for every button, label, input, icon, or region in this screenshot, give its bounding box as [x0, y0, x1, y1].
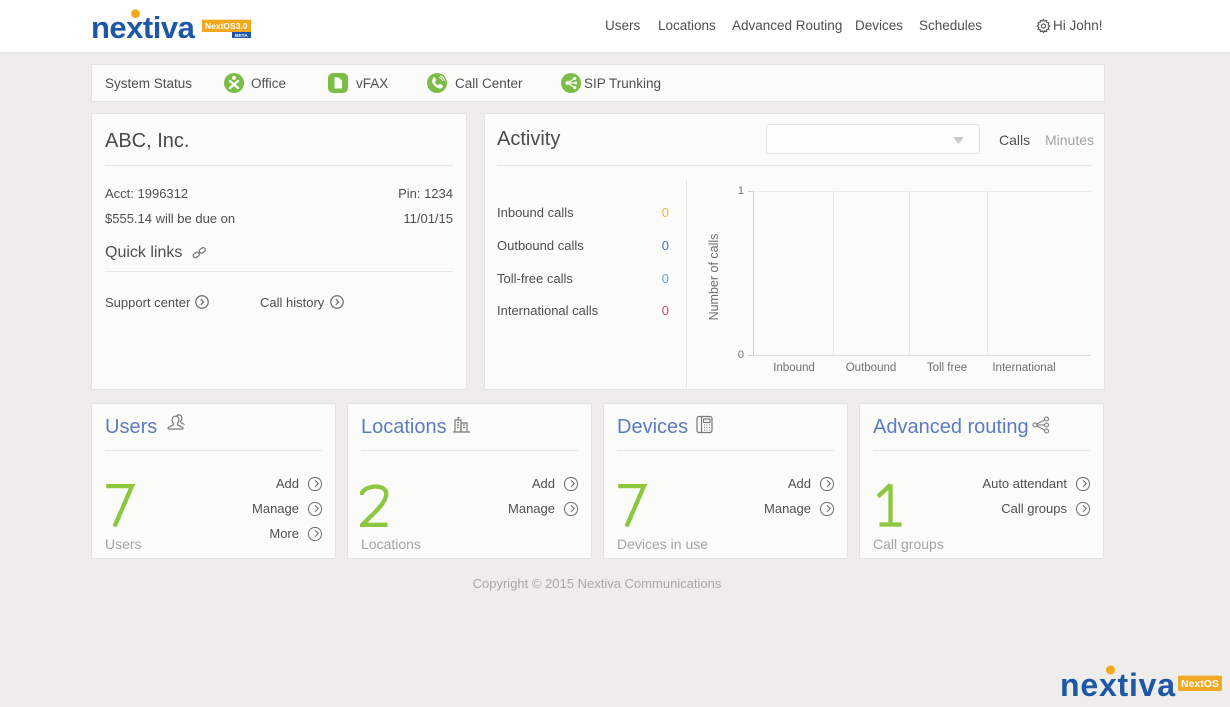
svg-text:BETA: BETA — [235, 33, 248, 39]
svg-text:nextiva: nextiva — [91, 10, 196, 45]
svg-text:nextiva: nextiva — [1060, 667, 1176, 703]
svg-text:NextOS3.0: NextOS3.0 — [205, 21, 248, 31]
svg-text:NextOS: NextOS — [1181, 678, 1219, 690]
